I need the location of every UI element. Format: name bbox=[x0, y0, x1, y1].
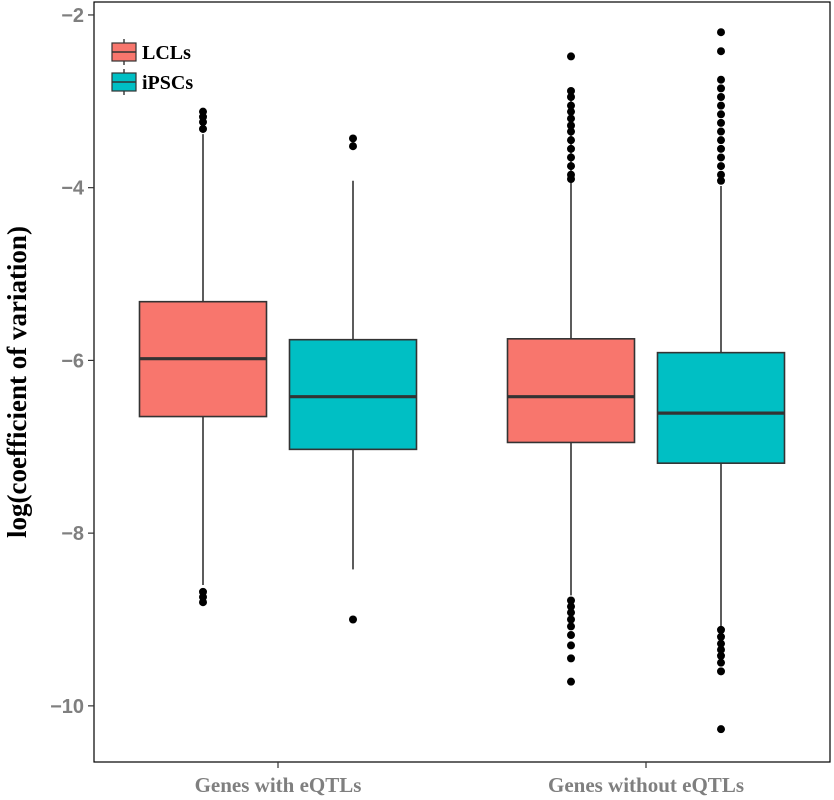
outlier-point bbox=[349, 142, 357, 151]
x-tick-label: Genes with eQTLs bbox=[195, 773, 362, 797]
outlier-point bbox=[717, 28, 725, 37]
outlier-point bbox=[567, 127, 575, 136]
outlier-point bbox=[717, 162, 725, 171]
y-axis: −2 −4 −6 −8 −10 bbox=[50, 5, 94, 718]
outlier-point bbox=[717, 667, 725, 676]
outlier-point bbox=[717, 144, 725, 153]
outlier-point bbox=[567, 121, 575, 130]
outlier-point bbox=[567, 631, 575, 640]
outlier-point bbox=[567, 86, 575, 95]
box-ipscs-2 bbox=[656, 28, 786, 734]
y-tick-label: −4 bbox=[61, 178, 85, 200]
x-axis: Genes with eQTLs Genes without eQTLs bbox=[195, 762, 744, 797]
outlier-point bbox=[199, 124, 207, 133]
outlier-point bbox=[717, 110, 725, 119]
outlier-point bbox=[717, 645, 725, 654]
outlier-point bbox=[567, 93, 575, 101]
outlier-point bbox=[717, 75, 725, 84]
outlier-point bbox=[349, 615, 357, 624]
outlier-point bbox=[567, 107, 575, 116]
outlier-point bbox=[567, 52, 575, 61]
outlier-point bbox=[717, 639, 725, 648]
box-lcls-1 bbox=[138, 107, 268, 607]
outlier-point bbox=[717, 93, 725, 101]
y-axis-title: log(coefficient of variation) bbox=[2, 226, 32, 538]
outlier-point bbox=[717, 632, 725, 641]
outlier-point bbox=[717, 118, 725, 127]
outlier-point bbox=[717, 153, 725, 162]
outlier-point bbox=[717, 170, 725, 179]
outlier-point bbox=[567, 615, 575, 624]
outlier-point bbox=[717, 84, 725, 93]
box-ipscs-1 bbox=[288, 134, 418, 624]
outlier-point bbox=[567, 608, 575, 617]
outlier-point bbox=[199, 598, 207, 607]
box-iqr bbox=[506, 338, 636, 444]
outlier-point bbox=[567, 602, 575, 611]
outlier-point bbox=[567, 175, 575, 184]
outlier-point bbox=[717, 651, 725, 660]
outlier-point bbox=[567, 641, 575, 650]
outlier-point bbox=[717, 625, 725, 634]
outlier-point bbox=[717, 101, 725, 110]
outlier-point bbox=[567, 596, 575, 605]
outlier-point bbox=[717, 47, 725, 56]
outlier-point bbox=[567, 654, 575, 663]
outlier-point bbox=[717, 136, 725, 145]
panel-border bbox=[93, 1, 831, 763]
outlier-point bbox=[567, 144, 575, 153]
outlier-point bbox=[567, 153, 575, 162]
box-iqr bbox=[288, 338, 418, 451]
legend-label-ipscs: iPSCs bbox=[142, 72, 193, 94]
legend-label-lcls: LCLs bbox=[142, 42, 191, 64]
outlier-point bbox=[567, 101, 575, 110]
box-iqr bbox=[656, 351, 786, 464]
box-lcls-2 bbox=[506, 52, 636, 686]
y-tick-label: −2 bbox=[61, 5, 84, 27]
outlier-point bbox=[349, 134, 357, 143]
outlier-point bbox=[717, 658, 725, 667]
boxes-layer bbox=[138, 28, 786, 734]
y-tick-label: −10 bbox=[50, 696, 84, 718]
outlier-point bbox=[567, 677, 575, 686]
y-tick-label: −8 bbox=[61, 523, 84, 545]
outlier-point bbox=[567, 622, 575, 631]
outlier-point bbox=[567, 162, 575, 171]
outlier-point bbox=[717, 176, 725, 185]
y-tick-label: −6 bbox=[61, 350, 84, 372]
legend: LCLs iPSCs bbox=[111, 39, 193, 95]
outlier-point bbox=[717, 725, 725, 734]
x-tick-label: Genes without eQTLs bbox=[548, 773, 744, 797]
outlier-point bbox=[717, 127, 725, 136]
outlier-point bbox=[567, 114, 575, 123]
outlier-point bbox=[199, 118, 207, 127]
outlier-point bbox=[567, 136, 575, 145]
